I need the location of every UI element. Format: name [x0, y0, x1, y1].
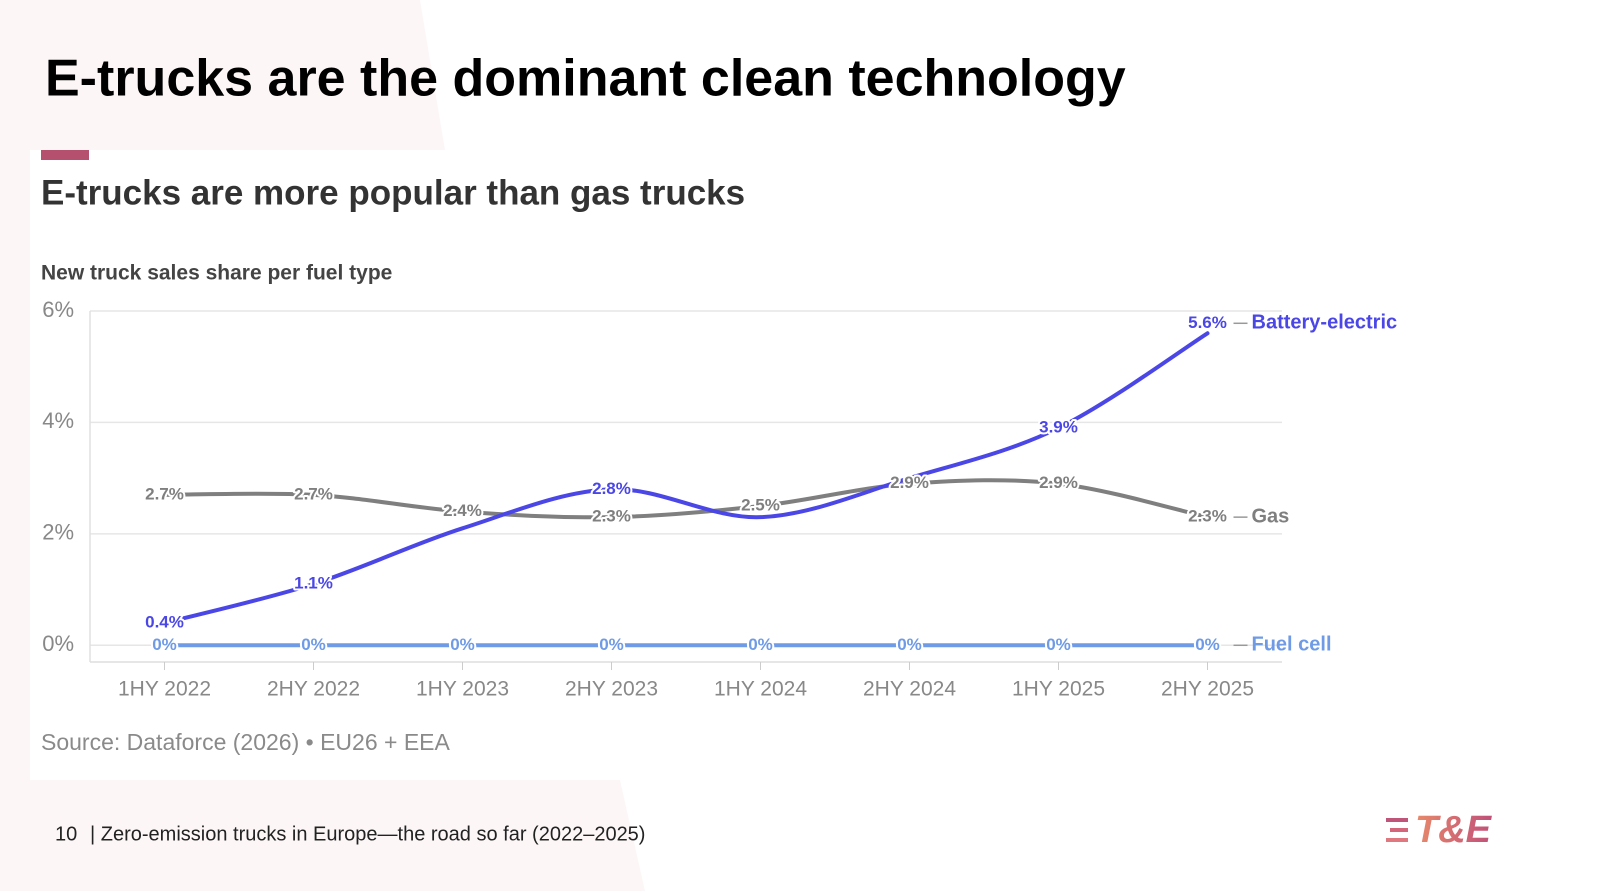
source: Source: Dataforce (2026) • EU26 + EEA — [41, 729, 451, 755]
x-tick-label: 2HY 2025 — [1161, 678, 1254, 701]
logo-stripes — [1386, 818, 1408, 842]
legend-label: Battery-electric — [1252, 312, 1398, 334]
data-label: 2.5% — [741, 495, 780, 514]
logo: T&E — [1415, 809, 1493, 851]
x-tick-label: 2HY 2023 — [565, 678, 658, 701]
x-tick-label: 2HY 2024 — [863, 678, 956, 701]
chart-subtitle: New truck sales share per fuel type — [41, 262, 392, 285]
data-label: 0% — [301, 635, 326, 654]
y-tick-label: 6% — [42, 297, 74, 322]
y-tick-label: 2% — [42, 520, 74, 545]
x-tick-label: 1HY 2024 — [714, 678, 807, 701]
series-line — [162, 478, 1210, 520]
data-label: 2.4% — [443, 501, 482, 520]
data-label: 2.7% — [145, 484, 184, 503]
y-tick-label: 4% — [42, 408, 74, 433]
footer-text: | Zero-emission trucks in Europe—the roa… — [90, 823, 645, 845]
data-label: 0% — [897, 635, 922, 654]
data-label: 1.1% — [294, 573, 333, 592]
data-label: 2.9% — [1039, 473, 1078, 492]
data-label: 0% — [599, 635, 624, 654]
data-label: 2.3% — [1188, 507, 1227, 526]
x-tick-label: 1HY 2025 — [1012, 678, 1105, 701]
data-label: 0% — [1195, 635, 1220, 654]
slide-title: E-trucks are the dominant clean technolo… — [45, 50, 1126, 108]
background-shape — [0, 0, 445, 780]
data-label: 2.3% — [592, 507, 631, 526]
data-label: 2.9% — [890, 473, 929, 492]
data-label: 0% — [450, 635, 475, 654]
accent-bar — [41, 150, 89, 160]
legend-label: Fuel cell — [1252, 634, 1332, 656]
legend-label: Gas — [1252, 505, 1290, 527]
data-label: 0.4% — [145, 612, 184, 631]
page-number: 10 — [55, 823, 77, 845]
data-label: 0% — [152, 635, 177, 654]
x-tick-label: 2HY 2022 — [267, 678, 360, 701]
series-line — [162, 331, 1210, 625]
data-label: 2.7% — [294, 484, 333, 503]
data-label: 2.8% — [592, 479, 631, 498]
data-label: 0% — [748, 635, 773, 654]
data-label: 5.6% — [1188, 313, 1227, 332]
x-tick-label: 1HY 2022 — [118, 678, 211, 701]
data-label: 3.9% — [1039, 417, 1078, 436]
background-shape — [0, 780, 645, 891]
y-tick-label: 0% — [42, 631, 74, 656]
chart-title: E-trucks are more popular than gas truck… — [41, 173, 745, 212]
x-tick-label: 1HY 2023 — [416, 678, 509, 701]
data-label: 0% — [1046, 635, 1071, 654]
